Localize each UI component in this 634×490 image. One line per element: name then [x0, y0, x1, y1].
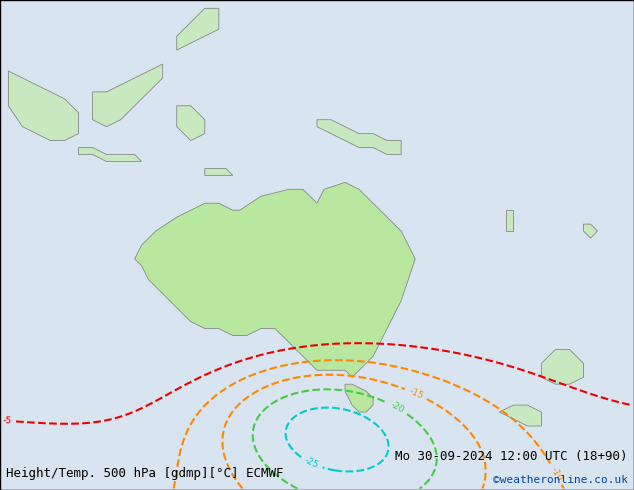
Polygon shape: [317, 120, 401, 154]
Text: -25: -25: [303, 456, 320, 470]
Polygon shape: [345, 384, 373, 412]
Text: -20: -20: [388, 400, 406, 415]
Polygon shape: [79, 147, 141, 162]
Text: -15: -15: [407, 387, 424, 401]
Text: -5: -5: [3, 416, 13, 426]
Polygon shape: [583, 224, 597, 238]
Text: Height/Temp. 500 hPa [gdmp][°C] ECMWF: Height/Temp. 500 hPa [gdmp][°C] ECMWF: [6, 467, 284, 480]
Text: Mo 30-09-2024 12:00 UTC (18+90): Mo 30-09-2024 12:00 UTC (18+90): [395, 450, 628, 463]
Polygon shape: [541, 349, 583, 384]
Polygon shape: [177, 8, 219, 50]
Polygon shape: [8, 71, 79, 141]
Polygon shape: [134, 182, 415, 377]
Text: ©weatheronline.co.uk: ©weatheronline.co.uk: [493, 475, 628, 485]
Polygon shape: [93, 64, 163, 127]
Text: -10: -10: [548, 466, 564, 483]
Polygon shape: [500, 405, 541, 426]
Polygon shape: [507, 210, 514, 231]
Polygon shape: [205, 169, 233, 175]
Polygon shape: [177, 106, 205, 141]
